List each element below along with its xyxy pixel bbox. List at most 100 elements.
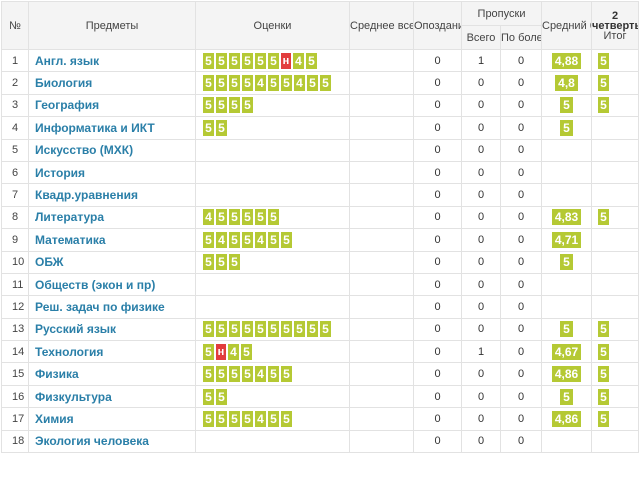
quarter-final-mark[interactable]: 5 xyxy=(598,410,609,427)
grade-mark[interactable]: 5 xyxy=(216,321,227,338)
grade-mark[interactable]: 5 xyxy=(242,321,253,338)
subject-link[interactable]: Физкультура xyxy=(35,389,112,404)
grade-mark[interactable]: 5 xyxy=(241,343,252,360)
subject-link[interactable]: Русский язык xyxy=(35,322,117,337)
grade-mark[interactable]: 5 xyxy=(242,410,253,427)
quarter-final-mark[interactable]: 5 xyxy=(598,321,609,338)
quarter-final-mark[interactable]: 5 xyxy=(598,75,609,92)
grade-mark[interactable]: 5 xyxy=(255,52,266,69)
subject-link[interactable]: ОБЖ xyxy=(35,255,64,270)
grade-mark[interactable]: 5 xyxy=(281,75,292,92)
grade-mark[interactable]: 5 xyxy=(203,366,214,383)
grade-mark[interactable]: 5 xyxy=(203,119,214,136)
grade-mark[interactable]: 5 xyxy=(320,321,331,338)
grade-mark[interactable]: 5 xyxy=(216,366,227,383)
grade-mark[interactable]: 5 xyxy=(242,366,253,383)
grade-mark[interactable]: 5 xyxy=(255,209,266,226)
grade-mark[interactable]: 5 xyxy=(216,119,227,136)
grade-mark[interactable]: 5 xyxy=(268,366,279,383)
grade-mark[interactable]: 5 xyxy=(229,254,240,271)
subject-link[interactable]: Реш. задач по физике xyxy=(35,299,165,314)
grade-mark[interactable]: 5 xyxy=(281,366,292,383)
grade-mark[interactable]: 5 xyxy=(216,388,227,405)
quarter-final-mark[interactable]: 5 xyxy=(598,343,609,360)
subject-link[interactable]: Технология xyxy=(35,344,104,359)
subject-link[interactable]: Химия xyxy=(35,411,74,426)
grade-mark[interactable]: 5 xyxy=(281,321,292,338)
subject-link[interactable]: Литература xyxy=(35,210,105,225)
grade-mark[interactable]: 5 xyxy=(242,209,253,226)
grade-mark[interactable]: 5 xyxy=(216,410,227,427)
absence-mark[interactable]: н xyxy=(281,52,291,69)
grade-mark[interactable]: 4 xyxy=(255,231,266,248)
subject-link[interactable]: Физика xyxy=(35,367,79,382)
grade-mark[interactable]: 5 xyxy=(229,52,240,69)
grade-mark[interactable]: 5 xyxy=(306,52,317,69)
subject-link[interactable]: История xyxy=(35,165,86,180)
quarter-final-mark[interactable]: 5 xyxy=(598,97,609,114)
grade-mark[interactable]: 5 xyxy=(294,321,305,338)
grade-mark[interactable]: 4 xyxy=(293,52,304,69)
grade-mark[interactable]: 5 xyxy=(229,97,240,114)
grade-mark[interactable]: 5 xyxy=(216,254,227,271)
subject-link[interactable]: Искусство (МХК) xyxy=(35,143,134,158)
grade-mark[interactable]: 5 xyxy=(242,97,253,114)
subject-link[interactable]: География xyxy=(35,98,100,113)
thematic-average-cell xyxy=(349,228,414,252)
grade-mark[interactable]: 5 xyxy=(307,75,318,92)
absence-mark[interactable]: н xyxy=(216,343,226,360)
grade-mark[interactable]: 5 xyxy=(229,366,240,383)
grade-mark[interactable]: 5 xyxy=(216,209,227,226)
grade-mark[interactable]: 5 xyxy=(203,321,214,338)
grade-mark[interactable]: 5 xyxy=(242,231,253,248)
grade-mark[interactable]: 5 xyxy=(307,321,318,338)
grade-mark[interactable]: 5 xyxy=(216,52,227,69)
quarter-final-mark[interactable]: 5 xyxy=(598,52,609,69)
grade-mark[interactable]: 5 xyxy=(242,52,253,69)
grade-mark[interactable]: 5 xyxy=(268,231,279,248)
grade-mark[interactable]: 4 xyxy=(255,75,266,92)
grade-mark[interactable]: 5 xyxy=(268,209,279,226)
subject-link[interactable]: Квадр.уравнения xyxy=(35,188,138,203)
grade-mark[interactable]: 4 xyxy=(203,209,214,226)
grade-mark[interactable]: 5 xyxy=(242,75,253,92)
grade-mark[interactable]: 5 xyxy=(203,343,214,360)
grade-mark[interactable]: 5 xyxy=(203,388,214,405)
subject-link[interactable]: Экология человека xyxy=(35,434,149,449)
grade-mark[interactable]: 5 xyxy=(203,410,214,427)
grade-mark[interactable]: 5 xyxy=(268,52,279,69)
quarter-final-mark[interactable]: 5 xyxy=(598,209,609,226)
grade-mark[interactable]: 5 xyxy=(216,75,227,92)
grade-mark[interactable]: 5 xyxy=(203,254,214,271)
grade-mark[interactable]: 5 xyxy=(203,231,214,248)
subject-link[interactable]: Математика xyxy=(35,232,106,247)
grade-mark[interactable]: 5 xyxy=(320,75,331,92)
grade-mark[interactable]: 5 xyxy=(229,231,240,248)
subject-link[interactable]: Обществ (экон и пр) xyxy=(35,277,156,292)
grade-mark[interactable]: 5 xyxy=(229,209,240,226)
grade-mark[interactable]: 5 xyxy=(268,410,279,427)
grade-mark[interactable]: 5 xyxy=(216,97,227,114)
grade-mark[interactable]: 5 xyxy=(268,321,279,338)
grade-mark[interactable]: 5 xyxy=(203,75,214,92)
grade-mark[interactable]: 5 xyxy=(281,410,292,427)
grade-mark[interactable]: 5 xyxy=(281,231,292,248)
grade-mark[interactable]: 4 xyxy=(255,410,266,427)
grade-mark[interactable]: 5 xyxy=(203,52,214,69)
grade-mark[interactable]: 5 xyxy=(229,321,240,338)
quarter-final-mark[interactable]: 5 xyxy=(598,366,609,383)
grade-mark[interactable]: 4 xyxy=(228,343,239,360)
grade-mark[interactable]: 4 xyxy=(216,231,227,248)
grade-mark[interactable]: 5 xyxy=(268,75,279,92)
grade-mark[interactable]: 5 xyxy=(229,410,240,427)
subject-link[interactable]: Биология xyxy=(35,76,93,91)
grade-mark[interactable]: 4 xyxy=(294,75,305,92)
grade-mark[interactable]: 5 xyxy=(203,97,214,114)
grade-mark[interactable]: 5 xyxy=(229,75,240,92)
subject-link[interactable]: Информатика и ИКТ xyxy=(35,120,155,135)
subject-link[interactable]: Англ. язык xyxy=(35,53,100,68)
header-quarter[interactable]: 2 четверть Итог xyxy=(591,1,639,50)
quarter-final-mark[interactable]: 5 xyxy=(598,388,609,405)
grade-mark[interactable]: 4 xyxy=(255,366,266,383)
grade-mark[interactable]: 5 xyxy=(255,321,266,338)
